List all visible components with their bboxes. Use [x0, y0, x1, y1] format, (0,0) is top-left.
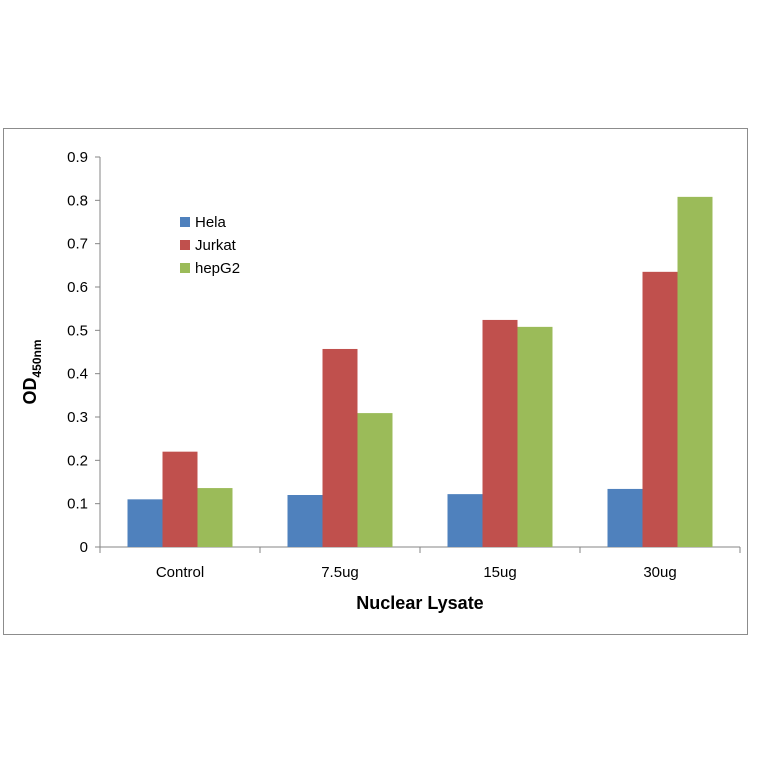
y-tick-label: 0.4: [67, 366, 88, 383]
legend-label-hela: Hela: [195, 214, 227, 231]
bar-hela-15ug: [447, 494, 483, 547]
y-tick-label: 0: [80, 539, 88, 556]
legend-swatch-hepg2: [180, 263, 190, 273]
bar-hepg2-control: [197, 488, 233, 547]
bar-hela-control: [127, 499, 163, 547]
bar-hepg2-7.5ug: [357, 413, 393, 547]
bar-jurkat-30ug: [642, 271, 678, 547]
x-tick-label: Control: [156, 564, 204, 581]
legend-swatch-hela: [180, 217, 190, 227]
y-tick-label: 0.3: [67, 409, 88, 426]
y-axis-title-subscript: 450nm: [30, 339, 44, 377]
x-tick-label: 15ug: [483, 564, 516, 581]
x-tick-label: 30ug: [643, 564, 676, 581]
bar-hela-30ug: [607, 488, 643, 547]
legend-label-jurkat: Jurkat: [195, 237, 237, 254]
bar-hela-7.5ug: [287, 495, 323, 547]
y-tick-label: 0.7: [67, 236, 88, 253]
bar-jurkat-7.5ug: [322, 348, 358, 547]
x-tick-label: 7.5ug: [321, 564, 359, 581]
legend-label-hepg2: hepG2: [195, 260, 240, 277]
y-axis-title: OD450nm: [20, 339, 44, 404]
y-axis-title-main: OD: [20, 378, 40, 405]
y-tick-label: 0.9: [67, 149, 88, 166]
bar-hepg2-30ug: [677, 196, 713, 547]
y-tick-label: 0.5: [67, 322, 88, 339]
y-tick-label: 0.1: [67, 496, 88, 513]
bar-hepg2-15ug: [517, 326, 553, 547]
chart-frame: [3, 128, 748, 635]
y-tick-label: 0.8: [67, 192, 88, 209]
bar-jurkat-control: [162, 451, 198, 547]
y-tick-label: 0.6: [67, 279, 88, 296]
y-tick-label: 0.2: [67, 452, 88, 469]
x-axis-title: Nuclear Lysate: [356, 593, 483, 613]
bar-jurkat-15ug: [482, 319, 518, 547]
legend-swatch-jurkat: [180, 240, 190, 250]
